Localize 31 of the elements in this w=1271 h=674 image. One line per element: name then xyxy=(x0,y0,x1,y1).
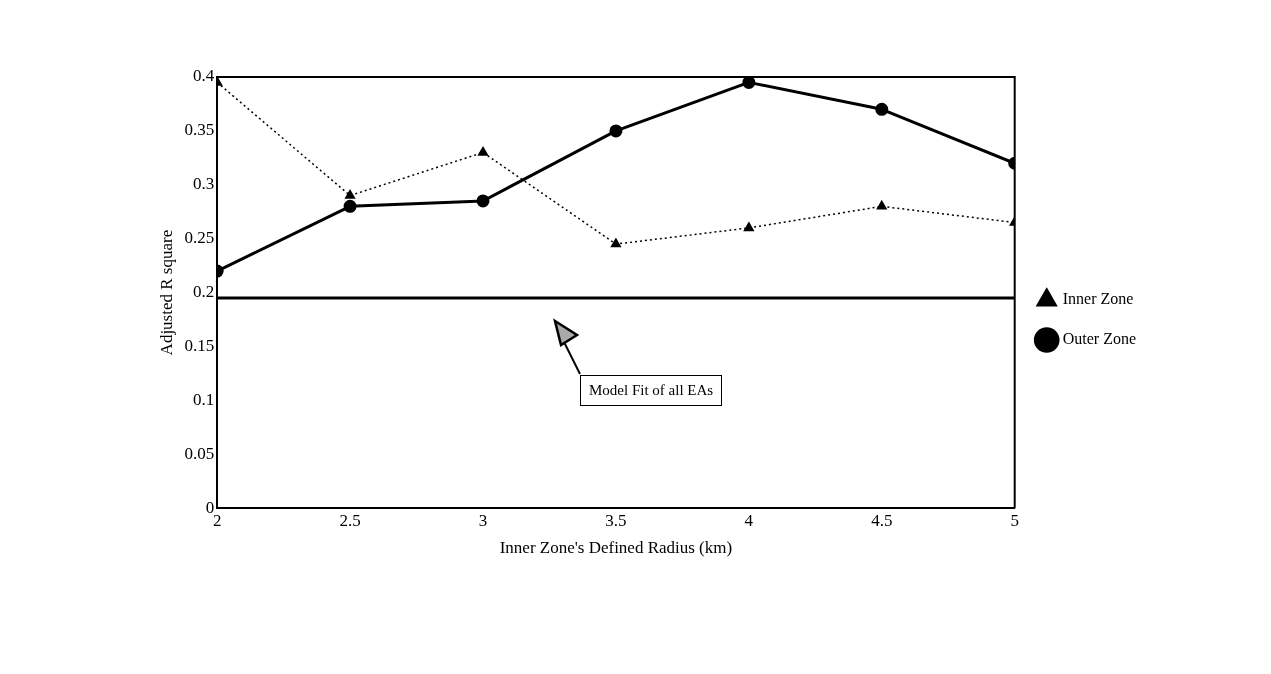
point xyxy=(610,238,621,248)
x-axis-title: Inner Zone's Defined Radius (km) xyxy=(499,538,733,558)
point xyxy=(875,102,889,116)
y-tick-label: 0.4 xyxy=(192,66,215,86)
x-tick-label: 4.5 xyxy=(871,510,893,530)
legend-label: Outer Zone xyxy=(1062,330,1137,348)
x-tick-label: 4 xyxy=(744,510,754,530)
x-tick-label: 3.5 xyxy=(605,510,627,530)
y-tick-label: 0 xyxy=(205,497,215,517)
y-tick-label: 0.1 xyxy=(192,389,215,409)
point xyxy=(742,77,756,89)
point xyxy=(609,124,623,138)
point xyxy=(876,200,887,210)
y-tick-label: 0.25 xyxy=(184,228,215,248)
x-tick-label: 3 xyxy=(478,510,488,530)
point xyxy=(476,194,490,208)
y-tick-label: 0.2 xyxy=(192,282,215,302)
point xyxy=(743,222,754,232)
y-tick-label: 0.05 xyxy=(184,443,215,463)
x-tick-label: 2.5 xyxy=(339,510,361,530)
x-tick-label: 5 xyxy=(1010,510,1019,530)
y-tick-label: 0.15 xyxy=(184,335,215,355)
y-tick-label: 0.35 xyxy=(184,120,215,140)
point xyxy=(477,146,489,156)
annotation: Model Fit of all EAs xyxy=(580,374,723,406)
y-tick-label: 0.3 xyxy=(192,174,215,194)
legend-label: Inner Zone xyxy=(1062,290,1134,308)
point xyxy=(343,199,357,213)
y-axis-title: Adjusted R square xyxy=(156,229,176,356)
x-tick-label: 2 xyxy=(212,510,222,530)
point xyxy=(344,189,356,199)
